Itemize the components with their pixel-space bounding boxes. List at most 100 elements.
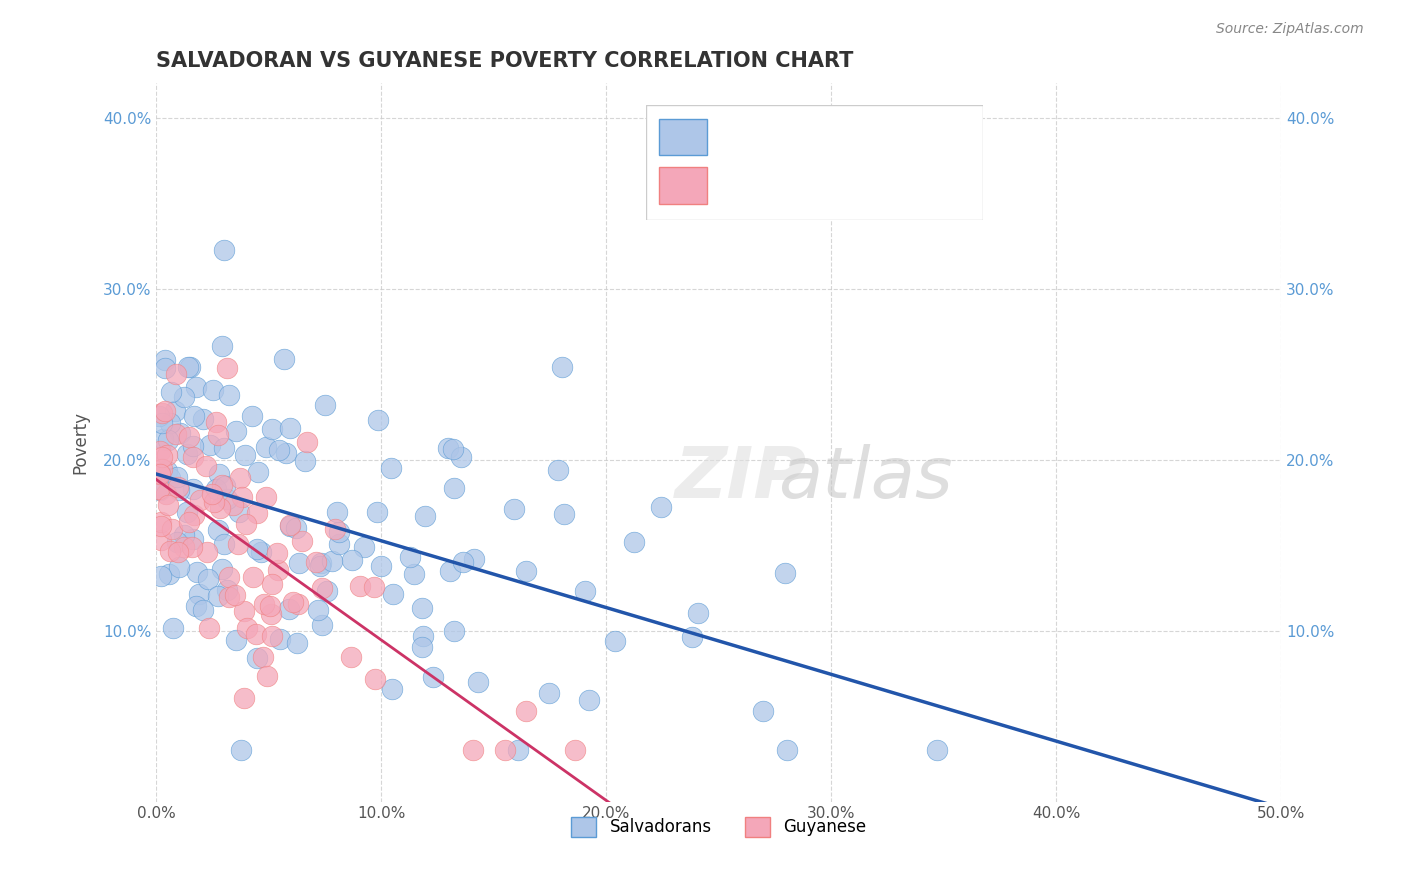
Point <box>515 704 537 718</box>
Point <box>214 479 236 493</box>
Point <box>688 606 710 620</box>
Point <box>380 460 402 475</box>
Point <box>413 509 436 524</box>
Point <box>294 454 316 468</box>
Point <box>451 555 474 569</box>
Point <box>349 579 371 593</box>
Point <box>422 669 444 683</box>
Text: atlas: atlas <box>778 444 952 513</box>
Point <box>157 434 180 448</box>
Point <box>179 359 201 374</box>
Point <box>399 549 422 564</box>
Point <box>165 427 187 442</box>
Point <box>218 570 240 584</box>
Point <box>370 559 392 574</box>
Point <box>157 498 180 512</box>
Point <box>252 650 274 665</box>
Point <box>340 650 363 665</box>
Point <box>148 466 170 480</box>
Point <box>228 505 250 519</box>
Point <box>288 556 311 570</box>
Point <box>176 447 198 461</box>
Point <box>225 632 247 647</box>
Point <box>235 516 257 531</box>
Point <box>150 462 173 476</box>
Point <box>186 599 208 613</box>
Point <box>188 586 211 600</box>
Point <box>340 553 363 567</box>
Point <box>411 640 433 654</box>
Point <box>254 491 277 505</box>
Point <box>212 243 235 257</box>
Point <box>183 450 205 464</box>
Point <box>214 441 236 455</box>
Point <box>515 564 537 578</box>
Point <box>311 581 333 595</box>
Point <box>328 524 350 539</box>
Point <box>285 521 308 535</box>
Text: SALVADORAN VS GUYANESE POVERTY CORRELATION CHART: SALVADORAN VS GUYANESE POVERTY CORRELATI… <box>156 51 853 70</box>
Point <box>221 498 243 512</box>
Point <box>776 743 799 757</box>
Point <box>197 572 219 586</box>
Point <box>231 490 253 504</box>
Point <box>224 588 246 602</box>
Point <box>217 582 239 597</box>
Point <box>157 566 180 581</box>
Point <box>159 544 181 558</box>
Point <box>259 607 281 621</box>
Point <box>412 629 434 643</box>
Point <box>181 439 204 453</box>
Point <box>183 409 205 424</box>
Point <box>166 470 188 484</box>
Point <box>259 599 281 614</box>
Point <box>160 384 183 399</box>
Point <box>267 443 290 458</box>
Point <box>321 554 343 568</box>
Point <box>200 438 222 452</box>
Point <box>363 580 385 594</box>
Point <box>253 597 276 611</box>
Point <box>176 505 198 519</box>
Point <box>167 545 190 559</box>
Point <box>381 681 404 696</box>
Point <box>503 502 526 516</box>
Point <box>149 515 172 529</box>
Point <box>177 359 200 374</box>
Point <box>212 537 235 551</box>
Point <box>314 398 336 412</box>
Point <box>402 567 425 582</box>
Point <box>207 523 229 537</box>
Point <box>150 519 173 533</box>
Point <box>247 466 270 480</box>
Text: Source: ZipAtlas.com: Source: ZipAtlas.com <box>1216 22 1364 37</box>
Point <box>191 602 214 616</box>
Point <box>353 541 375 555</box>
Point <box>190 492 212 507</box>
Point <box>437 441 460 455</box>
Point <box>366 505 388 519</box>
Point <box>150 569 173 583</box>
Point <box>201 487 224 501</box>
Point <box>260 422 283 436</box>
Point <box>925 743 948 757</box>
Point <box>450 450 472 464</box>
Point <box>309 559 332 574</box>
Point <box>280 519 302 533</box>
Point <box>254 441 277 455</box>
Point <box>305 555 328 569</box>
Point <box>411 600 433 615</box>
Point <box>207 589 229 603</box>
Point <box>186 566 208 580</box>
Point <box>211 339 233 353</box>
Point <box>287 597 309 611</box>
Point <box>181 532 204 546</box>
Point <box>202 383 225 397</box>
Point <box>538 686 561 700</box>
Y-axis label: Poverty: Poverty <box>72 411 89 474</box>
Point <box>198 621 221 635</box>
Point <box>148 483 170 497</box>
Point <box>218 591 240 605</box>
Point <box>246 506 269 520</box>
Point <box>149 444 172 458</box>
